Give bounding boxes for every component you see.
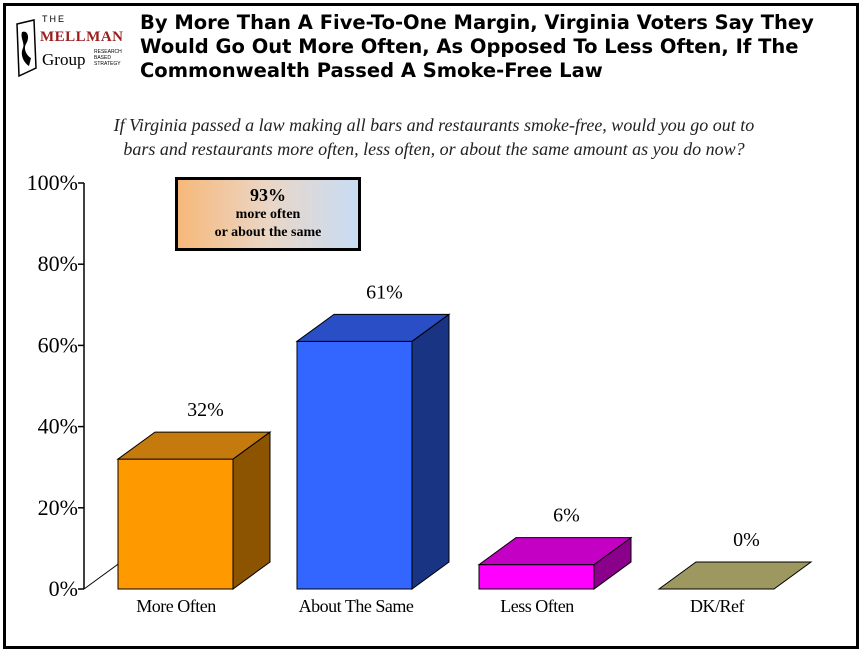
x-category-label: About The Same [299, 596, 414, 616]
logo-tagline-line: RESEARCH [94, 49, 122, 55]
slide-title: By More Than A Five-To-One Margin, Virgi… [140, 11, 840, 83]
bar-top-face [477, 537, 633, 566]
x-category-label: More Often [136, 596, 216, 616]
y-tick-label: 40% [38, 414, 78, 439]
y-tick-label: 60% [38, 332, 78, 357]
bar-data-label: 6% [553, 505, 580, 527]
logo-tagline-line: BASED [94, 55, 111, 61]
chart-floor-edge [83, 561, 122, 590]
x-category-label: Less Often [500, 596, 574, 616]
x-category-label: DK/Ref [690, 596, 744, 616]
bar-side-face [411, 313, 450, 590]
y-tick-label: 0% [49, 576, 78, 601]
logo-group-text: Group [42, 50, 86, 69]
summary-callout-box: 93% more often or about the same [175, 177, 361, 251]
y-tick-label: 20% [38, 495, 78, 520]
logo-tagline: RESEARCH BASED STRATEGY [94, 49, 122, 67]
title-line: Commonwealth Passed A Smoke-Free Law [140, 59, 603, 82]
title-line: By More Than A Five-To-One Margin, Virgi… [140, 11, 814, 34]
callout-percent: 93% [250, 185, 286, 205]
bar [117, 458, 234, 590]
logo-the-text: THE [42, 14, 66, 24]
y-tick-label: 80% [38, 251, 78, 276]
bar-top-face [295, 313, 451, 342]
logo-name-text: MELLMAN [40, 29, 124, 45]
question-line: If Virginia passed a law making all bars… [113, 115, 755, 135]
bar [296, 340, 413, 590]
callout-line: or about the same [214, 225, 322, 240]
mellman-logo: THE MELLMAN Group RESEARCH BASED STRATEG… [12, 12, 130, 82]
logo-figure-icon [16, 19, 37, 78]
title-line: Would Go Out More Often, As Opposed To L… [140, 35, 799, 58]
y-tick-label: 100% [27, 170, 78, 195]
logo-tagline-line: STRATEGY [94, 61, 121, 67]
bar-top-face [116, 431, 272, 460]
bar-data-label: 32% [187, 399, 224, 421]
callout-line: more often [235, 207, 301, 222]
bar-top-face [657, 561, 813, 590]
bar-data-label: 61% [366, 281, 403, 303]
bar [478, 564, 595, 590]
survey-question: If Virginia passed a law making all bars… [16, 113, 852, 161]
question-line: bars and restaurants more often, less of… [123, 139, 745, 159]
bar-data-label: 0% [733, 529, 760, 551]
